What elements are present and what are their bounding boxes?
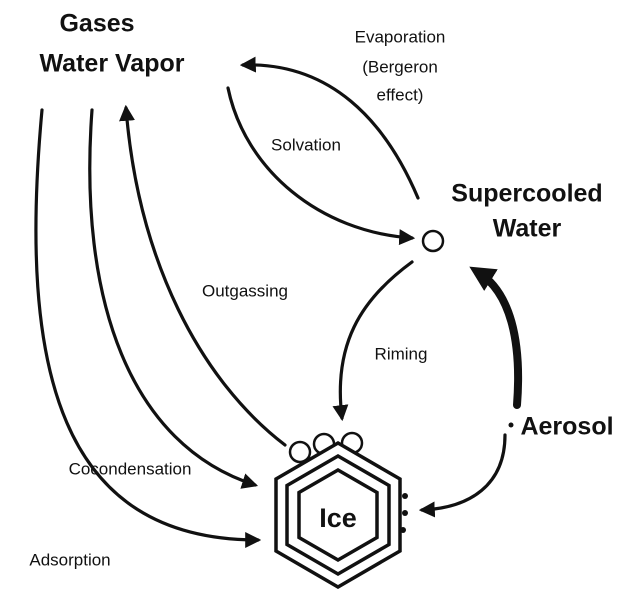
- node-label: Water: [493, 215, 562, 243]
- arrow-solvation: [226, 86, 416, 246]
- arrow-adsorption: [34, 108, 262, 548]
- node-label: Supercooled: [451, 180, 602, 208]
- arrow-aerosol-water: [469, 266, 523, 409]
- edge-label: (Bergeron: [362, 57, 438, 76]
- node-label: Aerosol: [520, 413, 613, 441]
- edge-label: Cocondensation: [69, 459, 192, 478]
- arrow-riming: [332, 260, 414, 422]
- arrow-evaporation: [239, 56, 420, 200]
- ice-crystal: [274, 431, 408, 589]
- edge-label: effect): [377, 85, 424, 104]
- arrow-aerosol-ice: [418, 433, 507, 518]
- node-label: Water Vapor: [40, 50, 185, 78]
- arrow-cocondensation: [88, 108, 259, 489]
- edge-label: Solvation: [271, 135, 341, 154]
- node-label: Gases: [59, 10, 134, 38]
- edge-label: Outgassing: [202, 281, 288, 300]
- edge-label: Evaporation: [355, 27, 446, 46]
- droplet: [421, 229, 445, 253]
- arrow-outgassing: [119, 104, 287, 447]
- node-label: Ice: [319, 503, 357, 533]
- edge-label: Riming: [375, 344, 428, 363]
- edge-label: Adsorption: [29, 550, 110, 569]
- aerosol-particle: [508, 422, 514, 428]
